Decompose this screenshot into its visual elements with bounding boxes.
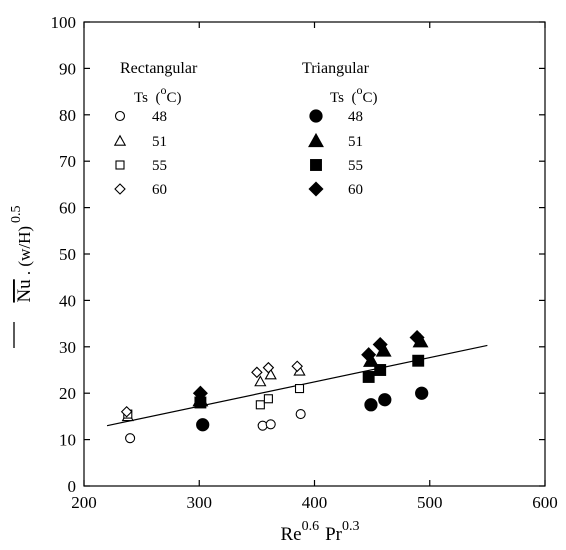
data-point [255, 400, 265, 410]
ticks [83, 21, 546, 487]
data-point [364, 398, 378, 412]
data-point [295, 409, 306, 420]
x-tick-label: 200 [71, 493, 97, 512]
series-triangular-55 [194, 354, 425, 409]
legend-ts-close: C) [166, 90, 181, 106]
legend-marker [115, 160, 125, 170]
legend-marker [308, 132, 324, 148]
x-axis-label: Re0.6 Pr0.3 [280, 519, 359, 545]
legend-group-rectangular: Rectangular Ts (oC) 48 51 55 60 [113, 60, 198, 198]
legend-label: 55 [152, 158, 167, 174]
legend-label: 60 [348, 182, 363, 198]
data-point [372, 336, 388, 353]
legend-ts-close: C) [362, 90, 377, 106]
legend-marker [113, 134, 127, 146]
data-point [196, 418, 210, 432]
data-point [374, 364, 387, 376]
legend-label: 51 [152, 134, 167, 150]
data-point [263, 394, 273, 404]
x-label-base2: Pr [325, 524, 343, 545]
legend-marker [114, 183, 126, 195]
data-point [362, 371, 375, 383]
data-point [412, 354, 425, 367]
legend-marker [309, 109, 323, 123]
data-points [120, 329, 429, 444]
y-label-exp: 0.5 [9, 205, 24, 223]
series-rectangular-48 [125, 409, 306, 444]
x-tick-label: 600 [532, 493, 558, 512]
legend-label: 60 [152, 182, 167, 198]
tick-labels: 200 300 400 500 600 0 10 20 30 40 50 60 70 80 90 100 [51, 13, 558, 512]
data-point [409, 329, 425, 346]
svg-text:Nu . (w/H)0.5: Nu . (w/H) 0.5 [9, 205, 35, 302]
legend-ts-sup: o [160, 83, 166, 97]
legend-ts-prefix: Ts [134, 90, 148, 106]
y-label-mid: . (w/H) [15, 226, 34, 279]
data-point [120, 405, 133, 418]
y-tick-label: 70 [59, 152, 76, 171]
y-axis-label: Nu . (w/H) 0.5 [9, 205, 35, 348]
y-tick-label: 60 [59, 199, 76, 218]
x-label-exp1: 0.6 [302, 519, 320, 534]
y-tick-label: 100 [51, 13, 77, 32]
data-point [361, 347, 377, 363]
data-point [291, 360, 303, 373]
data-point [265, 419, 276, 430]
data-point [251, 366, 263, 379]
x-tick-label: 500 [417, 493, 443, 512]
y-tick-label: 80 [59, 106, 76, 125]
data-point [378, 393, 392, 407]
series-triangular-48 [196, 386, 429, 432]
data-point [257, 420, 268, 431]
legend-marker [114, 110, 126, 122]
y-tick-label: 50 [59, 245, 76, 264]
data-point [415, 386, 429, 400]
y-tick-label: 90 [59, 59, 76, 78]
legend-label: 48 [348, 109, 363, 125]
legend-title: Triangular [302, 60, 370, 77]
x-label-exp2: 0.3 [342, 519, 360, 534]
legend-ts-prefix: Ts [330, 90, 344, 106]
data-point [294, 384, 305, 394]
legend-label: 55 [348, 158, 363, 174]
data-point [262, 361, 275, 374]
legend-label: 48 [152, 109, 167, 125]
data-point [192, 385, 208, 401]
legend-ts-open: ( [148, 90, 161, 106]
series-triangular-60 [192, 329, 425, 401]
y-tick-label: 10 [59, 431, 76, 450]
data-point [264, 368, 277, 380]
x-tick-label: 400 [302, 493, 328, 512]
y-tick-label: 30 [59, 338, 76, 357]
x-label-base1: Re [280, 524, 301, 545]
legend-ts-open: ( [344, 90, 357, 106]
x-tick-label: 300 [187, 493, 213, 512]
legend-marker [310, 159, 322, 171]
data-point [254, 375, 267, 387]
legend-title: Rectangular [120, 60, 198, 77]
series-rectangular-60 [120, 360, 303, 418]
y-tick-label: 0 [68, 477, 77, 496]
legend-ts-header: Ts (oC) [330, 83, 377, 106]
legend-marker [308, 181, 324, 197]
legend-group-triangular: Triangular Ts (oC) 48 51 55 60 [302, 60, 377, 198]
y-tick-label: 20 [59, 384, 76, 403]
series-triangular-51 [192, 333, 429, 407]
data-point [125, 433, 136, 444]
y-label-main: Nu [14, 279, 35, 303]
series-rectangular-51 [121, 364, 306, 422]
legend-label: 51 [348, 134, 363, 150]
legend-ts-sup: o [356, 83, 362, 97]
y-tick-label: 40 [59, 291, 76, 310]
legend-ts-header: Ts (oC) [134, 83, 181, 106]
